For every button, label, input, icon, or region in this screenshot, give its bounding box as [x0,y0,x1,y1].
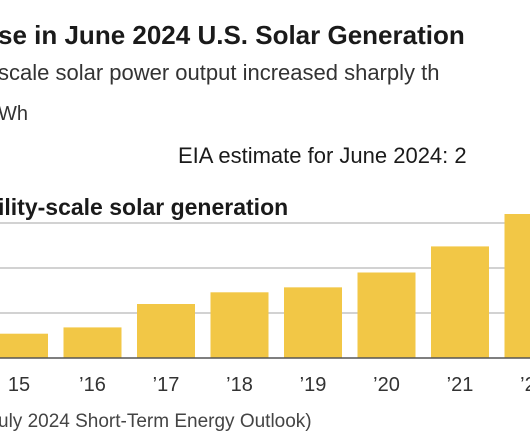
x-tick-label: 15 [8,374,30,396]
bar-22 [504,214,530,358]
eia-estimate-annotation: EIA estimate for June 2024: 2 [178,143,467,168]
chart-subtitle: scale solar power output increased sharp… [0,60,439,85]
bar-15 [0,333,48,358]
bar-16 [63,327,122,358]
x-tick-label: ’17 [153,374,180,396]
unit-label: Wh [0,103,28,125]
source-note: uly 2024 Short-Term Energy Outlook) [0,411,312,432]
x-tick-label: ’18 [226,374,253,396]
x-tick-label: ’20 [373,374,400,396]
x-tick-label: ’19 [300,374,327,396]
chart-title: se in June 2024 U.S. Solar Generation [0,20,465,50]
x-tick-label: ’22 [520,374,530,396]
bar-21 [431,246,489,358]
bar-20 [357,272,416,358]
bar-18 [210,292,269,358]
x-tick-label: ’16 [79,374,106,396]
x-tick-labels: 15’16’17’18’19’20’21’22’23 [8,374,530,396]
bar-19 [284,287,342,358]
bars [0,214,530,358]
x-tick-label: ’21 [447,374,474,396]
bar-17 [137,304,195,358]
series-label: ility-scale solar generation [0,194,288,220]
